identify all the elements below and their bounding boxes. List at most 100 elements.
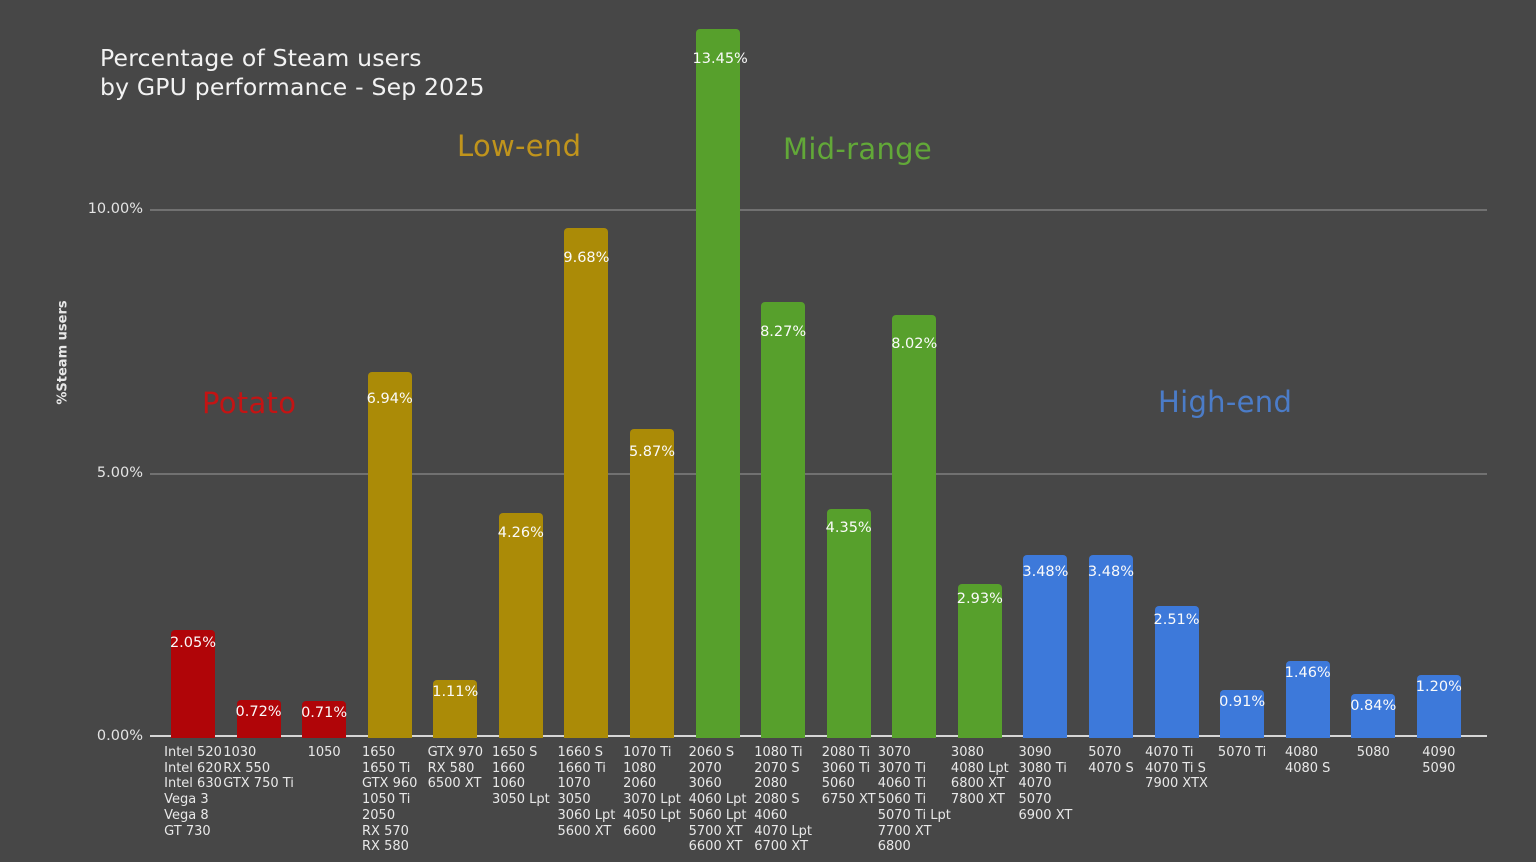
x-tick-label: 1070 Ti 1080 2060 3070 Lpt 4050 Lpt 6600 [623, 745, 681, 839]
bar: 3.48% [1022, 554, 1068, 738]
gpu-name: 5600 XT [557, 823, 612, 839]
x-tick-label: 5070 Ti [1218, 745, 1266, 761]
x-tick-label: 1650 S 1660 1060 3050 Lpt [492, 745, 550, 808]
gpu-name: 1660 Ti [557, 760, 606, 776]
bar: 3.48% [1087, 554, 1134, 738]
gpu-name: 5060 Ti [877, 792, 927, 808]
bar-value-label: 4.35% [825, 520, 872, 537]
x-axis-line [150, 735, 1487, 737]
gridline-5.00% [150, 472, 1487, 475]
gpu-name: RX 580 [362, 839, 409, 855]
bar-value-label: 0.72% [235, 704, 282, 721]
gpu-name: 7800 XT [950, 792, 1005, 808]
bar-value-label: 2.93% [956, 591, 1003, 608]
gpu-name: 5060 Lpt [688, 807, 747, 823]
gpu-name: 7700 XT [877, 823, 932, 839]
gpu-name: 2060 [623, 776, 657, 792]
gpu-name: 2070 S [754, 760, 800, 776]
gpu-name: 1650 Ti [362, 760, 411, 776]
bar: 0.71% [301, 700, 347, 738]
gpu-name: 4060 Lpt [688, 792, 747, 808]
gpu-name: 4070 Ti [1145, 745, 1194, 760]
bar: 0.84% [1350, 693, 1396, 738]
gpu-name: Vega 8 [164, 807, 209, 823]
bar: 1.46% [1284, 661, 1331, 738]
x-tick-label: 1080 Ti 2070 S 2080 2080 S 4060 4070 Lpt 6700 … [754, 745, 812, 855]
y-tick-label: 10.00% [87, 201, 143, 217]
x-tick-label: 5070 4070 S [1088, 745, 1133, 776]
x-tick-label: 2080 Ti 3060 Ti 5060 6750 XT [822, 745, 876, 808]
bar: 0.72% [235, 700, 282, 738]
bar: 4.35% [825, 508, 872, 738]
gpu-name: 6800 [877, 839, 911, 855]
gpu-name: 4060 Ti [877, 776, 927, 792]
gpu-name: 3070 Ti [877, 760, 927, 776]
gpu-name: 5060 [821, 776, 855, 792]
gpu-name: 6700 XT [754, 839, 809, 855]
bar-value-label: 8.27% [760, 323, 807, 340]
bar-value-label: 1.11% [432, 683, 479, 700]
x-tick-label: 3090 3080 Ti 4070 5070 6900 XT [1018, 745, 1072, 824]
gpu-name: 3090 [1018, 745, 1052, 760]
bar-value-label: 1.20% [1415, 678, 1462, 695]
gpu-name: RX 550 [223, 760, 271, 776]
gpu-name: Intel 520 [164, 745, 222, 760]
gpu-name: GTX 750 Ti [223, 776, 294, 792]
gpu-name: 1080 Ti [754, 745, 803, 760]
bar: 1.11% [432, 679, 479, 738]
bar-value-label: 2.05% [169, 635, 217, 652]
gpu-name: 2050 [362, 807, 396, 823]
gpu-name: 2060 S [688, 745, 735, 760]
bar-value-label: 5.87% [628, 444, 676, 461]
gpu-name: 3080 Ti [1018, 760, 1067, 776]
bar: 2.05% [169, 629, 217, 738]
gpu-name: 5090 [1422, 760, 1456, 776]
bar: 6.94% [366, 372, 413, 738]
gpu-name: 6600 XT [688, 839, 743, 855]
gpu-name: 4060 [754, 807, 788, 823]
chart-title-line-1: Percentage of Steam users [100, 44, 422, 72]
bar-value-label: 13.45% [692, 51, 748, 68]
gpu-name: 5070 [1088, 745, 1122, 760]
gpu-name: 5080 [1356, 745, 1390, 760]
gpu-name: 7900 XTX [1145, 776, 1208, 792]
gpu-name: 4080 S [1284, 760, 1331, 776]
bar-value-label: 2.51% [1153, 612, 1200, 629]
gpu-name: 3050 [557, 792, 591, 808]
gpu-name: 1650 [362, 745, 396, 760]
gpu-name: 1650 S [491, 745, 538, 760]
x-tick-label: 4090 5090 [1422, 745, 1455, 776]
annotation-high_end: High-end [1158, 385, 1293, 419]
bar-value-label: 6.94% [366, 390, 413, 407]
gpu-name: 1030 [223, 745, 257, 760]
bar-value-label: 1.46% [1284, 665, 1331, 682]
gpu-name: 3070 [877, 745, 911, 760]
gpu-name: GTX 970 [427, 745, 483, 760]
chart-title: Percentage of Steam users by GPU perform… [100, 44, 485, 102]
gpu-name: 1070 [557, 776, 591, 792]
gpu-name: 1080 [623, 760, 657, 776]
bar: 9.68% [563, 227, 609, 738]
bar-value-label: 0.91% [1219, 694, 1266, 711]
gpu-name: GT 730 [164, 823, 211, 839]
x-tick-label: 4070 Ti 4070 Ti S 7900 XTX [1145, 745, 1208, 792]
gpu-name: 4080 [1284, 745, 1319, 760]
gpu-name: 1050 [307, 745, 341, 760]
bar: 4.26% [498, 513, 544, 738]
bar: 13.45% [692, 29, 748, 738]
gpu-name: 6900 XT [1018, 807, 1073, 823]
gpu-name: 2080 S [754, 792, 800, 808]
gpu-name: 6750 XT [821, 792, 876, 808]
bar-value-label: 3.48% [1087, 563, 1134, 580]
gpu-name: 6500 XT [427, 776, 482, 792]
y-tick-label: 5.00% [96, 464, 143, 481]
annotation-mid_range: Mid-range [783, 132, 932, 166]
x-tick-label: 2060 S 2070 3060 4060 Lpt 5060 Lpt 5700 XT 660… [689, 745, 747, 855]
x-tick-label: 3070 3070 Ti 4060 Ti 5060 Ti 5070 Ti Lpt 7700… [878, 745, 951, 855]
y-tick-label: 0.00% [96, 728, 143, 744]
gpu-name: 4070 Ti S [1145, 760, 1206, 776]
x-tick-label: 3080 4080 Lpt 6800 XT 7800 XT [951, 745, 1009, 808]
gpu-name: 5070 Ti [1217, 745, 1267, 760]
